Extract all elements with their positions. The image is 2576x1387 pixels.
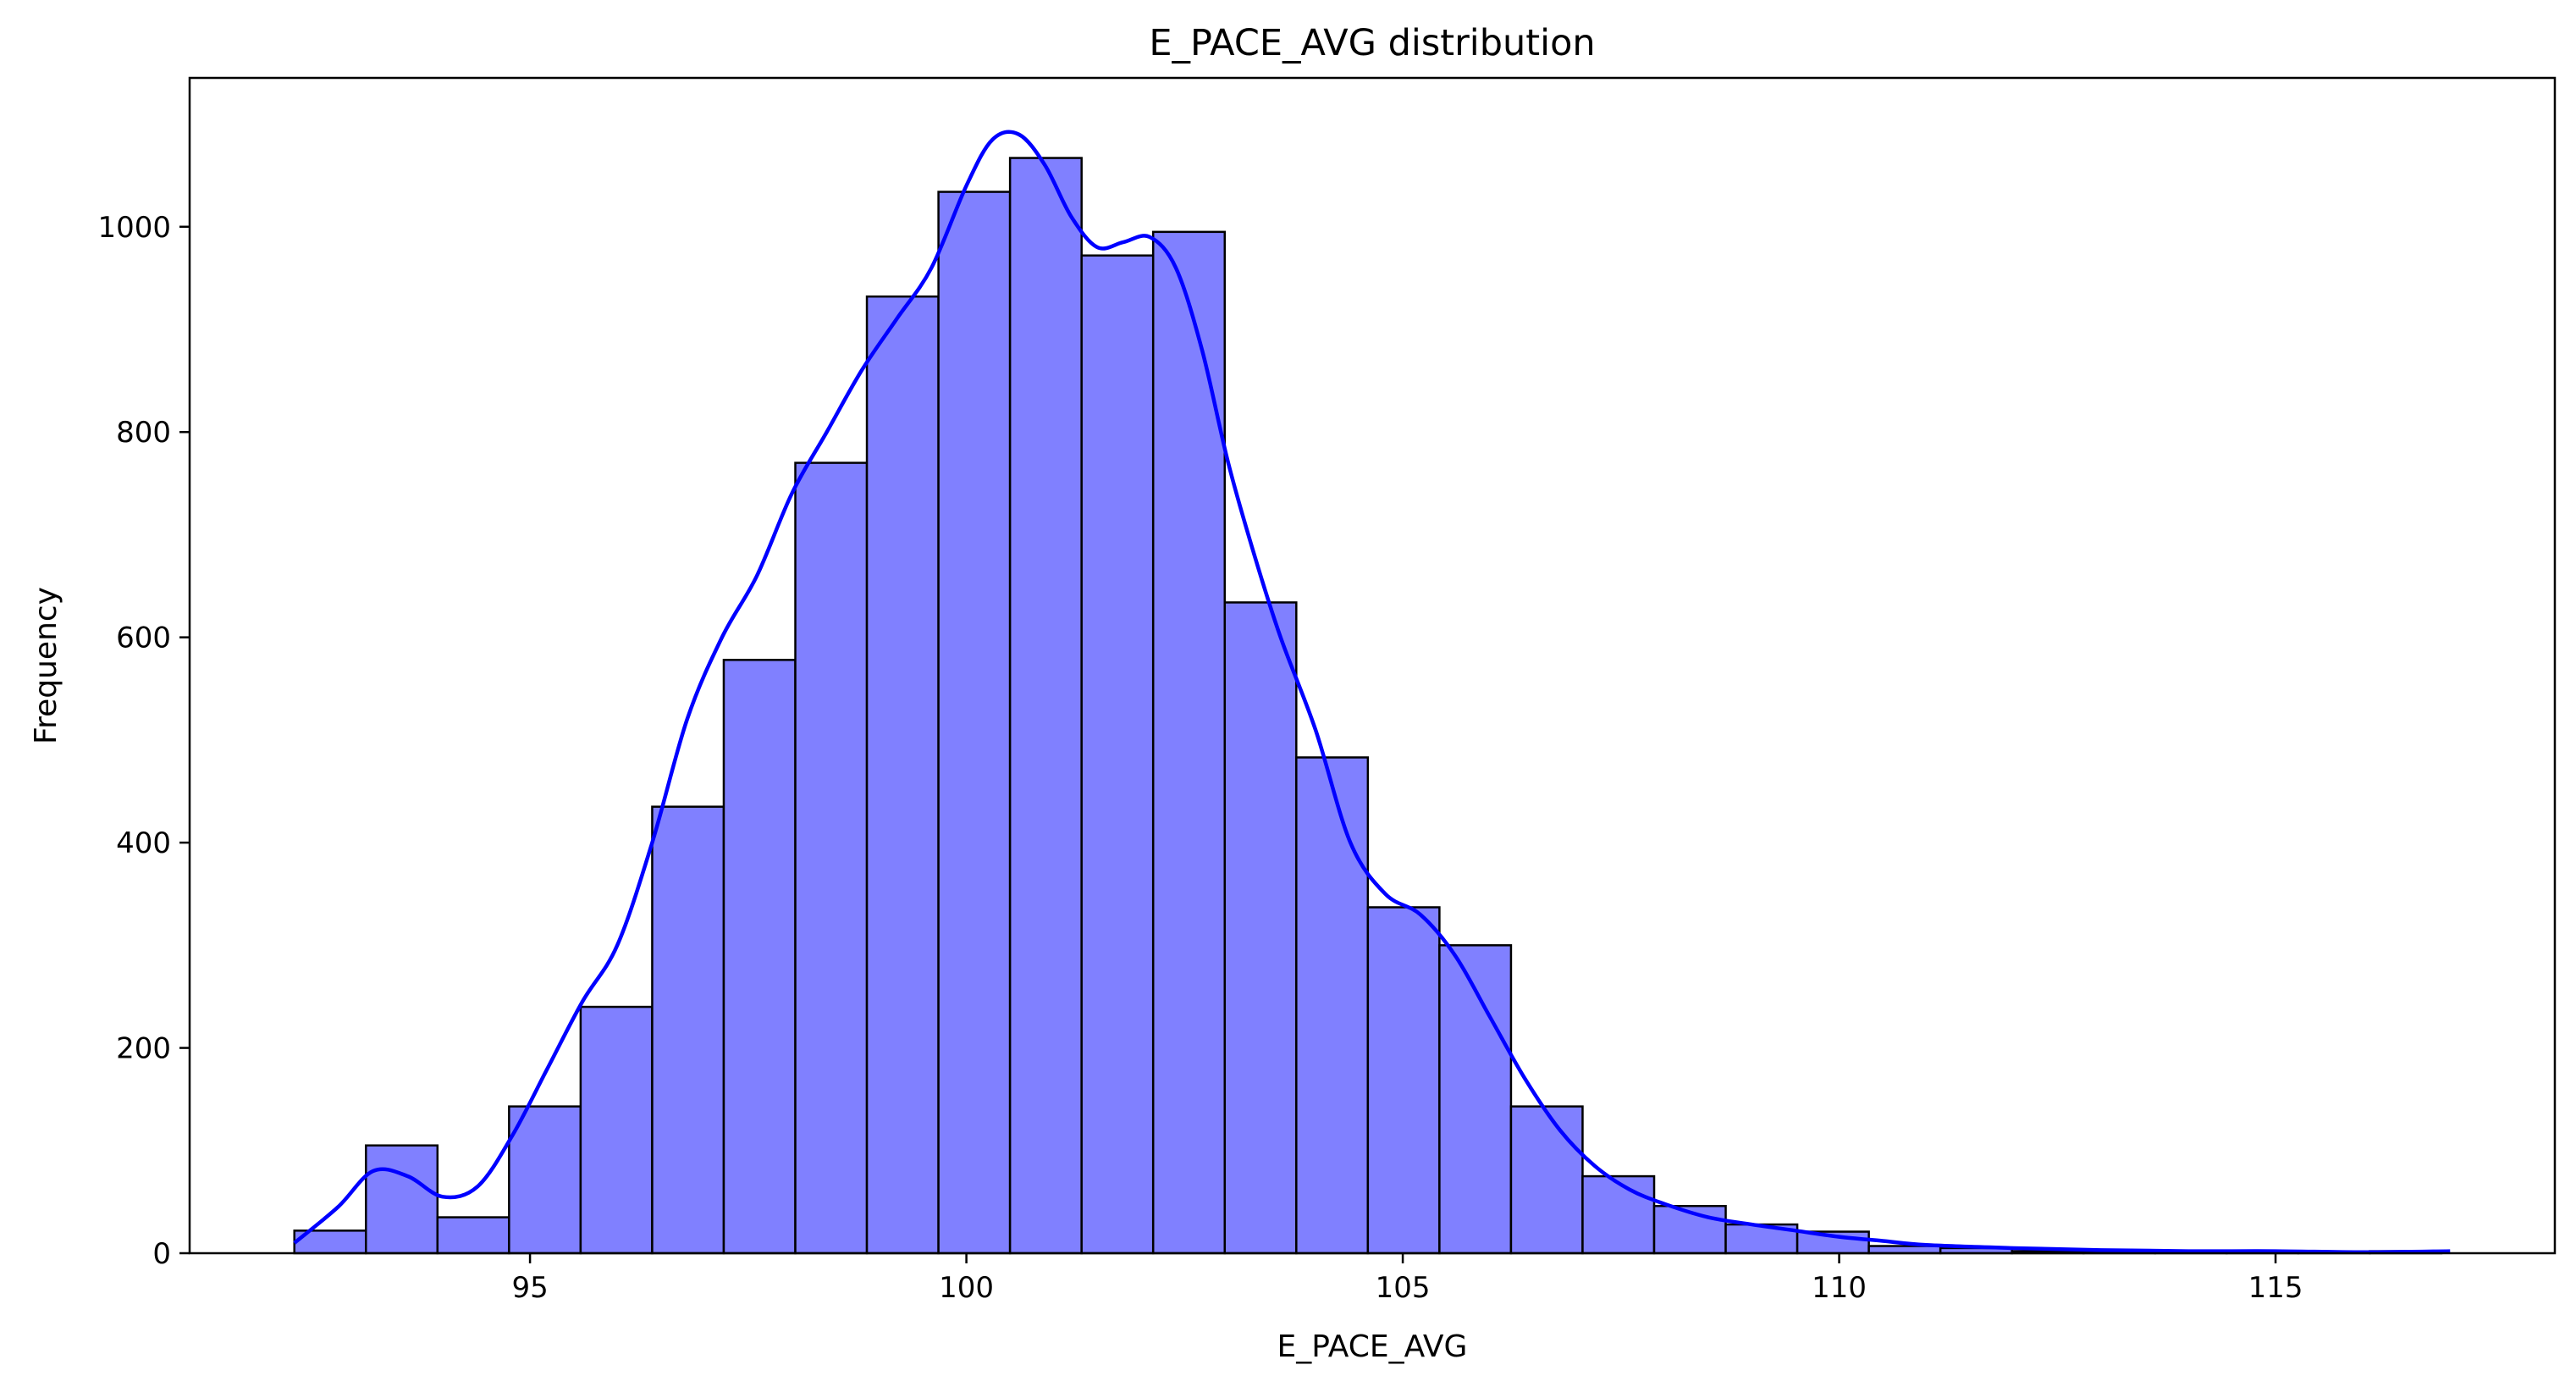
histogram-bar <box>436 1216 510 1255</box>
x-tick-label: 115 <box>2248 1271 2303 1305</box>
kde-layer <box>293 130 2451 1255</box>
histogram-bar <box>1151 230 1227 1255</box>
histogram-bar <box>508 1105 582 1255</box>
x-tick-label: 100 <box>939 1271 994 1305</box>
y-axis-title: Frequency <box>29 587 63 744</box>
histogram-bar <box>651 805 725 1255</box>
x-tick-label: 105 <box>1376 1271 1431 1305</box>
histogram-bar <box>365 1144 439 1255</box>
x-tick-label: 110 <box>1812 1271 1867 1305</box>
histogram-bar <box>1223 601 1298 1255</box>
histogram-bar <box>1366 906 1441 1255</box>
y-axis-ticks: 0 200 400 600 800 1000 <box>97 211 190 1271</box>
histogram-bar <box>1581 1174 1656 1255</box>
kde-curve <box>293 130 2451 1255</box>
histogram-bar <box>1438 944 1513 1255</box>
plot-frame <box>188 76 2557 1255</box>
y-tick-label: 0 <box>152 1237 171 1271</box>
y-tick-label: 400 <box>116 826 171 860</box>
histogram-bar <box>865 295 940 1255</box>
y-tick-label: 200 <box>116 1032 171 1066</box>
histogram-bar <box>1509 1105 1584 1255</box>
histogram-bar <box>579 1005 654 1255</box>
histogram-bar <box>1295 756 1370 1255</box>
chart-title: E_PACE_AVG distribution <box>1149 22 1595 64</box>
histogram-bar <box>794 461 869 1255</box>
x-tick-label: 95 <box>511 1271 548 1305</box>
histogram-bar <box>722 659 797 1255</box>
bars-layer <box>293 157 2443 1255</box>
histogram-bar <box>1080 254 1155 1255</box>
y-tick-label: 1000 <box>97 211 171 245</box>
y-tick-label: 800 <box>116 416 171 450</box>
histogram-bar <box>1008 157 1083 1255</box>
histogram-bar <box>937 191 1012 1255</box>
y-tick-label: 600 <box>116 622 171 655</box>
x-axis-ticks: 95 100 105 110 115 <box>511 1253 2303 1305</box>
histogram-bar <box>1867 1245 1942 1255</box>
x-axis-title: E_PACE_AVG <box>1277 1329 1468 1364</box>
